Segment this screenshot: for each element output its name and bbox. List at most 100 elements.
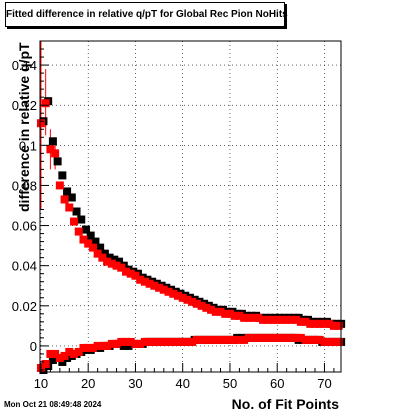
red-sigma-marker <box>301 317 310 326</box>
red-mean-marker <box>296 333 305 342</box>
black-sigma-marker <box>115 257 124 266</box>
red-mean-marker <box>277 333 286 342</box>
x-axis-label: No. of Fit Points <box>231 396 339 412</box>
red-sigma-marker <box>230 311 239 320</box>
black-sigma-marker <box>58 171 67 180</box>
red-mean-marker <box>84 343 93 352</box>
red-mean-marker <box>155 337 164 346</box>
black-mean-marker <box>119 341 128 350</box>
red-sigma-marker <box>145 279 154 288</box>
red-sigma-marker <box>183 295 192 304</box>
red-mean-marker <box>225 335 234 344</box>
y-tick-label: 0.12 <box>12 98 37 113</box>
red-mean-marker <box>159 337 168 346</box>
red-mean-marker <box>60 351 69 360</box>
x-tick-label: 40 <box>175 376 189 391</box>
red-sigma-marker <box>88 243 97 252</box>
red-sigma-marker <box>292 315 301 324</box>
red-mean-marker <box>41 359 50 368</box>
y-tick-label: 0.14 <box>12 58 37 73</box>
red-sigma-marker <box>287 315 296 324</box>
red-sigma-marker <box>84 239 93 248</box>
red-mean-marker <box>131 339 140 348</box>
red-mean-marker <box>164 337 173 346</box>
red-mean-marker <box>107 339 116 348</box>
black-sigma-marker <box>72 207 81 216</box>
red-mean-marker <box>169 337 178 346</box>
red-mean-marker <box>103 341 112 350</box>
red-mean-marker <box>197 335 206 344</box>
red-mean-marker <box>216 335 225 344</box>
red-mean-marker <box>70 349 79 358</box>
red-mean-marker <box>287 333 296 342</box>
x-tick-label: 20 <box>81 376 95 391</box>
red-sigma-marker <box>112 261 121 270</box>
red-sigma-marker <box>221 309 230 318</box>
red-sigma-marker <box>150 281 159 290</box>
red-sigma-marker <box>93 249 102 258</box>
y-axis-label: difference in relative q/pT <box>16 42 32 212</box>
red-mean-marker <box>145 337 154 346</box>
red-sigma-marker <box>240 313 249 322</box>
red-mean-marker <box>126 337 135 346</box>
red-sigma-marker <box>55 181 64 190</box>
red-mean-marker <box>46 349 55 358</box>
red-sigma-marker <box>131 271 140 280</box>
black-sigma-marker <box>86 231 95 240</box>
red-mean-marker <box>93 341 102 350</box>
red-sigma-marker <box>46 145 55 154</box>
data-markers <box>36 97 346 374</box>
red-sigma-marker <box>140 277 149 286</box>
red-mean-marker <box>259 333 268 342</box>
red-sigma-marker <box>188 297 197 306</box>
red-mean-marker <box>315 335 324 344</box>
red-sigma-marker <box>41 99 50 108</box>
red-mean-marker <box>122 337 130 346</box>
red-mean-marker <box>244 333 253 342</box>
black-sigma-marker <box>105 253 114 262</box>
black-sigma-marker <box>96 243 105 252</box>
red-sigma-marker <box>51 149 60 158</box>
red-sigma-marker <box>268 315 277 324</box>
y-tick-label: 0.06 <box>12 219 37 234</box>
red-sigma-marker <box>122 267 130 276</box>
black-sigma-marker <box>81 225 90 234</box>
black-mean-marker <box>58 357 67 366</box>
red-sigma-marker <box>296 317 305 326</box>
red-sigma-marker <box>74 227 83 236</box>
red-sigma-marker <box>70 217 79 226</box>
tick-labels: 10 20 30 40 50 60 70 0 0.02 0.04 0.06 0.08 0.1 0.12 0.… <box>12 58 332 391</box>
red-sigma-marker <box>65 203 74 212</box>
timestamp: Mon Oct 21 08:49:48 2024 <box>4 400 102 409</box>
red-sigma-marker <box>216 307 225 316</box>
red-sigma-marker <box>277 315 286 324</box>
y-tick-label: 0.08 <box>12 178 37 193</box>
x-tick-label: 30 <box>128 376 142 391</box>
black-sigma-marker <box>77 215 86 224</box>
red-mean-marker <box>65 347 74 356</box>
red-mean-marker <box>301 335 310 344</box>
black-sigma-marker <box>100 249 109 258</box>
red-sigma-marker <box>178 293 187 302</box>
black-mean-marker <box>124 341 133 350</box>
red-mean-marker <box>230 335 239 344</box>
red-sigma-marker <box>155 283 164 292</box>
red-sigma-marker <box>249 313 258 322</box>
red-sigma-marker <box>244 313 253 322</box>
black-mean-marker <box>48 355 57 364</box>
red-mean-marker <box>150 337 159 346</box>
red-mean-marker <box>79 343 88 352</box>
red-sigma-marker <box>136 275 145 284</box>
red-mean-marker <box>306 335 315 344</box>
red-mean-marker <box>235 335 244 344</box>
black-sigma-marker <box>48 137 57 146</box>
black-sigma-marker <box>53 157 62 166</box>
y-tick-label: 0 <box>30 339 37 354</box>
red-sigma-marker <box>98 253 107 262</box>
red-sigma-marker <box>311 319 320 328</box>
red-mean-marker <box>178 337 187 346</box>
red-mean-marker <box>240 335 249 344</box>
red-mean-marker <box>325 337 334 346</box>
red-sigma-marker <box>117 263 126 272</box>
red-mean-marker <box>192 335 201 344</box>
